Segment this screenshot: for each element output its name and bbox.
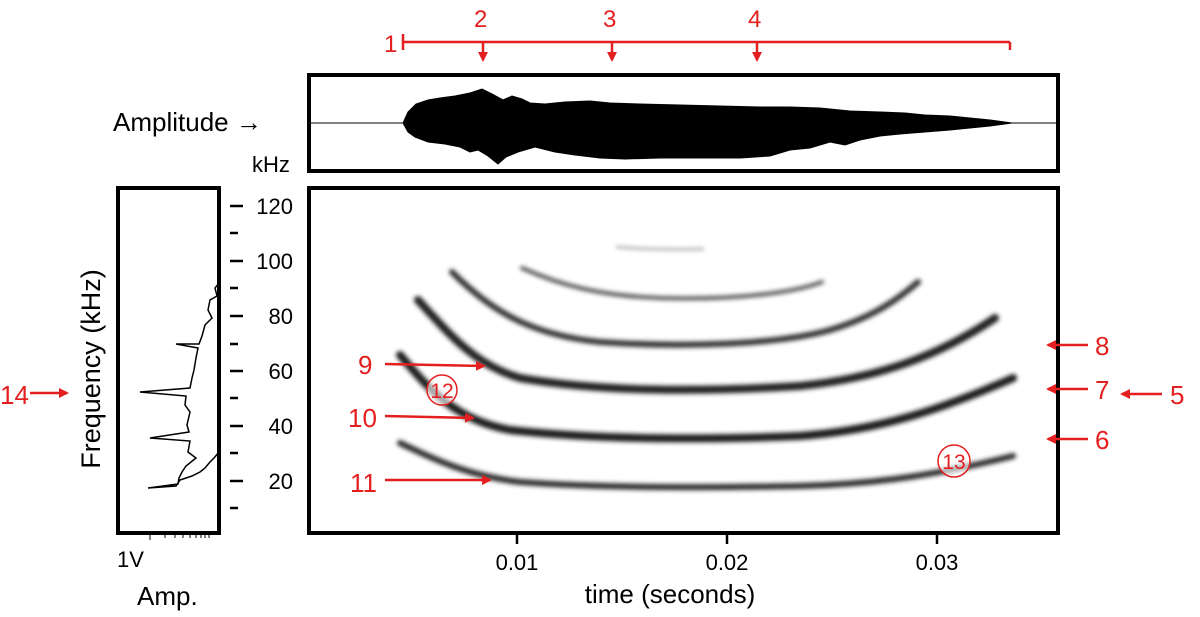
arrow-10 [384,412,475,423]
callout-5: 5 [1170,380,1184,410]
callout-7: 7 [1095,375,1109,405]
amp-axis-label: Amp. [137,581,198,611]
harmonic-6 [615,245,705,251]
callout-11: 11 [350,468,377,498]
callout-9: 9 [358,350,372,380]
amplitude-spectrum-trace [139,282,220,489]
callout-2: 2 [474,6,487,33]
time-tick-label: 0.03 [916,550,959,575]
harmonic-4 [449,269,921,348]
freq-tick-label: 40 [269,414,293,439]
callout-10: 10 [348,403,377,433]
amp-scale-label: 1V [117,547,144,572]
frequency-axis-label: Frequency (kHz) [76,269,106,469]
amp-scale-ticks [149,533,210,540]
time-axis [515,533,939,544]
harmonic-5 [520,266,824,301]
time-tick-label: 0.01 [496,550,539,575]
callout-8: 8 [1095,331,1109,361]
duration-bracket [401,34,1012,62]
freq-tick-label: 60 [269,359,293,384]
time-axis-label: time (seconds) [585,579,756,609]
harmonic-1 [397,440,1016,491]
amplitude-spectrum-panel [116,186,221,535]
callout-12-circle [426,374,458,406]
callout-3: 3 [603,6,616,33]
freq-tick-label: 20 [269,469,293,494]
frequency-axis [230,204,243,510]
arrow-9 [384,360,486,371]
harmonic-2 [396,351,1017,443]
callout-12: 12 [430,380,453,403]
callout-14: 14 [0,380,29,410]
khz-unit-label: kHz [252,152,290,177]
callout-4: 4 [748,6,761,33]
callout-13-circle [937,444,971,478]
callout-13: 13 [942,451,965,474]
waveform-envelope [402,88,1013,165]
harmonic-traces [396,245,1017,491]
frequency-tick-labels: 20 40 60 80 100 120 [256,194,293,494]
freq-tick-label: 120 [256,194,293,219]
harmonic-3 [414,296,999,394]
freq-tick-label: 80 [269,304,293,329]
time-tick-labels: 0.01 0.02 0.03 [496,550,959,575]
amplitude-label: Amplitude → [113,107,262,137]
callout-6: 6 [1095,425,1109,455]
callout-1: 1 [384,31,397,58]
time-tick-label: 0.02 [706,550,749,575]
freq-tick-label: 100 [256,249,293,274]
